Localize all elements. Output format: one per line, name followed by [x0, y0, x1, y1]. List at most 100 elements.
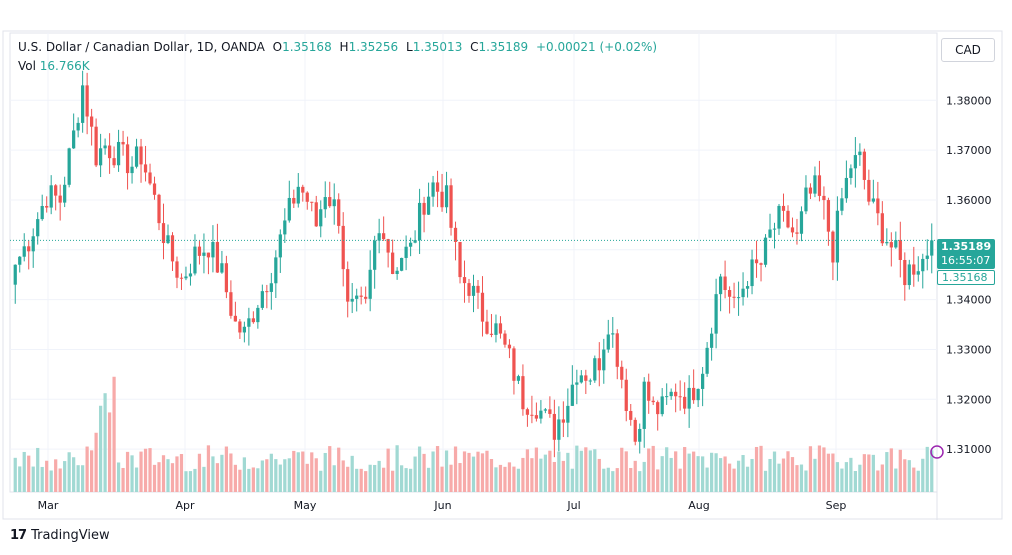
candle-body: [471, 285, 476, 296]
chart-legend: U.S. Dollar / Canadian Dollar, 1D, OANDA…: [18, 40, 657, 78]
candle-body: [480, 292, 485, 322]
x-tick-label: Sep: [826, 499, 847, 512]
candle-body: [840, 198, 844, 211]
volume-bar: [391, 470, 395, 492]
candle-body: [745, 286, 750, 289]
volume-bar: [651, 445, 655, 492]
low-value: 1.35013: [412, 40, 463, 54]
candle-body: [287, 197, 291, 221]
volume-bar: [85, 446, 89, 492]
candle-body: [476, 285, 480, 293]
volume-bar: [49, 470, 53, 492]
candle-body: [355, 295, 359, 299]
candle-body: [417, 202, 422, 241]
candle-body: [575, 382, 579, 385]
volume-bar: [278, 464, 282, 492]
candle-body: [759, 263, 763, 265]
time-axis: Mar Apr May Jun Jul Aug Sep: [38, 499, 847, 512]
volume-bar: [840, 468, 844, 492]
candle-body: [63, 184, 67, 203]
candle-body: [278, 234, 282, 258]
candle-body: [705, 347, 709, 374]
volume-bar: [341, 460, 345, 492]
candle-body: [283, 220, 287, 235]
candle-body: [723, 276, 727, 291]
candle-body: [763, 237, 768, 265]
candle-body: [18, 256, 22, 265]
volume-bar: [552, 461, 556, 492]
volume-bar: [781, 458, 786, 492]
candle-body: [741, 288, 745, 298]
volume-bar: [723, 456, 727, 492]
candle-body: [831, 231, 835, 263]
volume-bar: [458, 463, 462, 492]
candle-body: [292, 197, 296, 204]
volume-bar: [844, 462, 849, 492]
volume-bar: [238, 469, 242, 492]
volume-bar: [880, 464, 884, 492]
volume-bar: [548, 450, 552, 492]
candle-body: [238, 321, 242, 333]
chart-overlay: [10, 239, 944, 459]
volume-bar: [656, 469, 660, 492]
volume-bar: [763, 470, 768, 492]
volume-bar: [858, 464, 862, 492]
candle-body: [624, 379, 628, 411]
outer-frame: [2, 30, 1003, 520]
volume-bar: [292, 450, 296, 492]
volume-bar: [620, 447, 624, 492]
volume-bar: [63, 461, 67, 492]
candle-body: [790, 227, 795, 233]
volume-bar: [579, 450, 583, 492]
candle-body: [669, 391, 673, 397]
chart-grid: [2, 30, 1003, 520]
candle-body: [606, 334, 610, 350]
volume-bar: [826, 453, 831, 492]
candle-body: [656, 402, 660, 415]
volume-bar: [674, 451, 678, 492]
symbol-title[interactable]: U.S. Dollar / Canadian Dollar, 1D, OANDA: [18, 40, 265, 54]
candle-body: [125, 144, 130, 174]
volume-bar: [13, 457, 17, 492]
candle-body: [678, 396, 682, 398]
currency-button[interactable]: CAD: [941, 38, 995, 62]
candle-body: [512, 348, 516, 381]
volume-bar: [98, 405, 103, 492]
candle-body: [130, 166, 134, 174]
bar-countdown: 16:55:07: [941, 254, 991, 267]
volume-bar: [696, 456, 700, 492]
volume-bar: [359, 468, 363, 492]
tradingview-branding[interactable]: 𝟭𝟳 TradingView: [10, 528, 110, 543]
candle-body: [233, 315, 238, 322]
candle-body: [539, 410, 543, 419]
volume-bar: [534, 447, 539, 492]
candle-body: [813, 175, 817, 194]
candle-body: [215, 242, 220, 273]
candle-body: [265, 291, 269, 293]
candle-body: [566, 405, 570, 423]
volume-bar: [395, 445, 399, 492]
volume-bar: [260, 460, 264, 492]
volume-bar: [467, 452, 471, 492]
candle-body: [458, 241, 462, 278]
volume-bar: [745, 466, 750, 492]
volume-key[interactable]: Vol: [18, 59, 36, 73]
candle-body: [67, 148, 71, 185]
volume-bar: [808, 446, 813, 492]
volume-bar: [121, 467, 125, 492]
candle-body: [903, 259, 907, 286]
volume-bar: [907, 460, 911, 492]
volume-bar: [889, 448, 893, 492]
volume-bar: [368, 464, 372, 492]
volume-bar: [485, 450, 489, 492]
volume-bar: [242, 457, 246, 492]
candle-body: [157, 194, 161, 224]
volume-bar: [130, 455, 134, 492]
candlestick-chart: 1.380001.370001.360001.350001.340001.330…: [2, 30, 1003, 520]
volume-bar: [346, 466, 350, 492]
change-value: +0.00021 (+0.02%): [536, 40, 658, 54]
candle-body: [894, 240, 898, 248]
candle-body: [382, 233, 386, 240]
open-price-tag: 1.35168: [937, 270, 995, 285]
candle-body: [489, 333, 494, 335]
